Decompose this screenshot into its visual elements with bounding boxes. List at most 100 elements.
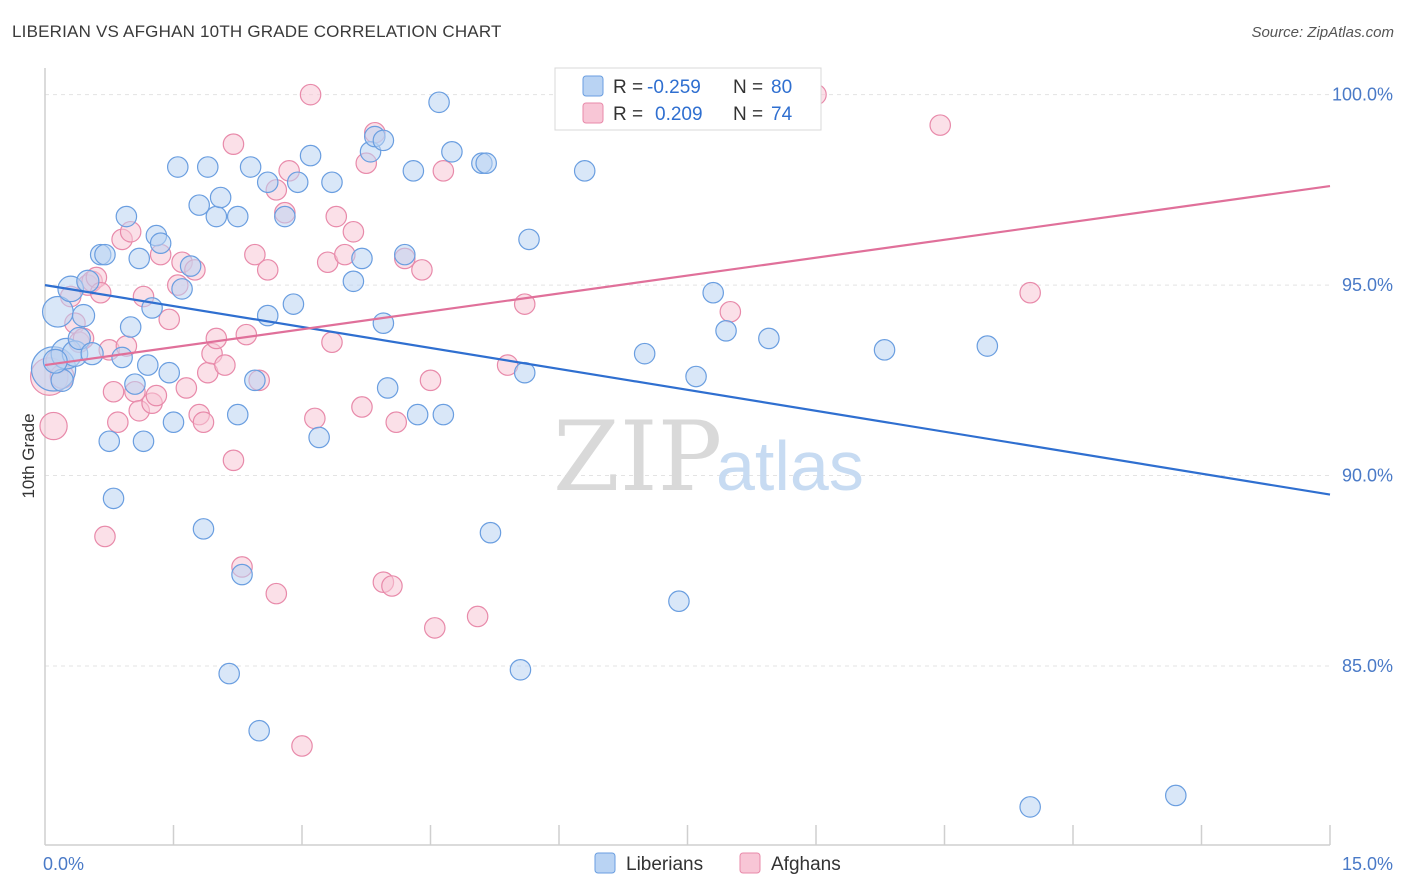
watermark-atlas: atlas xyxy=(716,427,864,505)
liberian-point xyxy=(873,339,896,361)
liberian-point xyxy=(976,335,999,357)
afghan-point xyxy=(192,411,215,434)
afghan-point xyxy=(325,205,348,228)
legend-n-label-afghan: N = xyxy=(733,104,763,125)
liberian-point xyxy=(406,403,429,426)
liberian-point xyxy=(715,320,737,342)
afghan-point xyxy=(719,300,742,323)
source-label: Source: ZipAtlas.com xyxy=(1251,24,1394,41)
y-tick-labels: 100.0% 95.0% 90.0% 85.0% xyxy=(1332,85,1393,676)
liberian-point xyxy=(132,430,155,453)
liberian-point xyxy=(98,430,121,453)
liberian-point xyxy=(299,144,322,167)
liberian-point xyxy=(111,346,133,369)
liberian-point xyxy=(115,205,138,228)
y-tick-label: 100.0% xyxy=(1332,85,1393,105)
afghan-point xyxy=(321,331,343,354)
liberian-point xyxy=(124,373,146,395)
liberian-point xyxy=(479,521,502,544)
afghan-point xyxy=(381,575,403,597)
afghan-point xyxy=(291,735,313,757)
liberian-point xyxy=(102,487,125,510)
afghan-point xyxy=(411,259,433,281)
series-legend-label-afghans: Afghans xyxy=(771,854,841,875)
liberian-point xyxy=(248,719,270,742)
afghan-point xyxy=(214,354,236,376)
series-legend-swatch-liberians xyxy=(594,852,616,874)
liberian-point xyxy=(282,293,305,315)
liberian-point xyxy=(209,186,232,209)
liberian-point xyxy=(432,403,455,426)
liberian-point xyxy=(119,316,142,338)
afghan-point xyxy=(102,380,125,403)
liberian-point xyxy=(668,590,690,613)
liberian-point xyxy=(274,205,296,228)
afghan-point xyxy=(107,411,129,434)
afghan-point xyxy=(256,259,279,281)
afghan-point xyxy=(466,605,489,628)
afghan-point xyxy=(304,407,326,430)
liberian-point xyxy=(205,205,228,228)
y-tick-label: 85.0% xyxy=(1342,656,1393,676)
afghan-point xyxy=(351,396,373,418)
liberian-point xyxy=(321,171,343,194)
liberian-point xyxy=(372,129,395,152)
afghan-point xyxy=(342,220,365,243)
liberian-point xyxy=(76,269,100,293)
liberian-point xyxy=(158,361,181,384)
liberian-point xyxy=(573,160,596,182)
afghan-trend-line xyxy=(44,184,1331,367)
liberian-point xyxy=(218,662,240,685)
legend-n-label-liberian: N = xyxy=(733,77,763,98)
liberian-point xyxy=(231,563,253,586)
liberian-point xyxy=(71,303,96,328)
x-tick-labels: 0.0% 15.0% xyxy=(43,854,1393,874)
afghan-point xyxy=(222,449,245,472)
x-tick-label: 15.0% xyxy=(1342,854,1393,874)
y-axis-title: 10th Grade xyxy=(19,413,38,498)
liberian-point xyxy=(149,232,172,255)
liberian-point xyxy=(428,91,450,114)
legend-r-label-afghan: R = xyxy=(613,104,643,125)
liberian-point xyxy=(171,278,193,300)
liberian-point xyxy=(244,369,266,392)
liberian-point xyxy=(1019,796,1041,818)
y-tick-label: 90.0% xyxy=(1342,466,1393,486)
liberian-point xyxy=(475,152,497,175)
liberian-point xyxy=(286,171,309,194)
liberian-point xyxy=(188,194,210,216)
afghan-point xyxy=(145,384,168,407)
liberian-point xyxy=(685,365,707,388)
legend-r-value-liberian: -0.259 xyxy=(647,77,701,98)
liberian-point xyxy=(351,247,373,270)
liberian-point xyxy=(94,243,116,266)
liberian-point xyxy=(1165,784,1187,807)
liberian-point xyxy=(702,281,724,304)
correlation-legend: R = -0.259 N = 80 R = 0.209 N = 74 xyxy=(554,67,822,131)
liberian-point xyxy=(192,518,215,540)
afghan-point xyxy=(299,83,322,106)
liberian-point xyxy=(128,247,151,270)
liberian-point xyxy=(308,426,330,449)
trend-lines xyxy=(44,184,1331,496)
liberian-point xyxy=(393,243,416,266)
liberian-point xyxy=(376,377,399,399)
legend-r-label-liberian: R = xyxy=(613,77,643,98)
liberian-point xyxy=(42,348,68,374)
liberian-point xyxy=(226,403,249,426)
liberian-point xyxy=(441,140,463,163)
x-tick-label: 0.0% xyxy=(43,854,84,874)
series-legend: Liberians Afghans xyxy=(594,852,841,875)
liberian-point xyxy=(162,411,185,434)
liberian-point xyxy=(137,354,159,376)
afghan-point xyxy=(1019,281,1041,304)
legend-swatch-liberian xyxy=(582,75,604,97)
x-ticks xyxy=(172,825,1331,845)
afghan-point xyxy=(39,411,68,441)
watermark-zip: ZIP xyxy=(553,401,722,513)
afghan-point xyxy=(265,582,288,605)
afghan-point xyxy=(385,411,408,434)
legend-swatch-afghan xyxy=(582,102,604,124)
afghan-point xyxy=(432,160,455,182)
